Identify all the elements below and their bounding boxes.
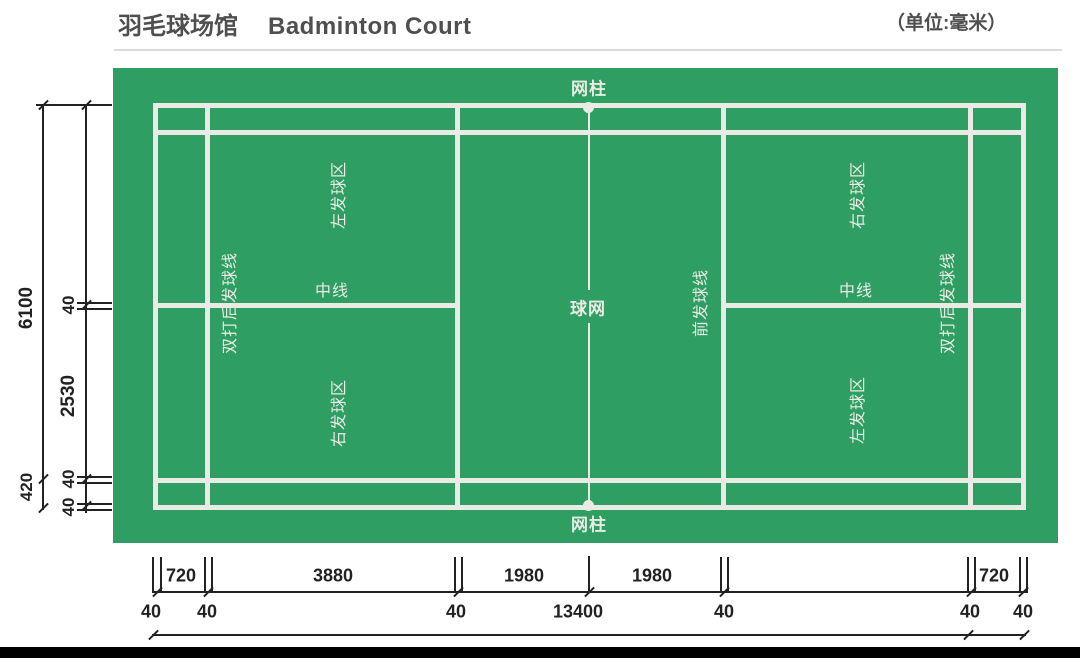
center-line-right <box>721 303 1026 308</box>
net-line-upper <box>588 110 590 290</box>
bottom-ext <box>152 557 154 593</box>
center-line-left <box>153 303 460 308</box>
doubles-long-service-label-right: 双打后发球线 <box>940 251 957 355</box>
bottom-ext <box>974 557 976 593</box>
dim-left-centerline-width: 40 <box>59 295 78 315</box>
dim-left-half-inner: 2530 <box>58 374 79 418</box>
doubles-long-service-label-left: 双打后发球线 <box>222 251 239 355</box>
bottom-ext <box>454 557 456 593</box>
left-dim-ext-low2-a <box>77 503 112 505</box>
dim-bottom-front-court-left: 1980 <box>503 565 545 586</box>
service-area-label-lower-right: 左发球区 <box>850 375 867 445</box>
dim-bottom-back-alley-right: 720 <box>978 565 1010 586</box>
bottom-total-line <box>152 634 1026 636</box>
net-post-label-top: 网柱 <box>571 79 607 99</box>
center-line-label-left: 中线 <box>314 283 350 300</box>
dim-bottom-line-width-1: 40 <box>140 601 162 622</box>
service-area-label-upper-right: 右发球区 <box>850 160 867 230</box>
bottom-ext <box>1019 557 1021 593</box>
left-dim-ext-low1-b <box>77 482 112 484</box>
short-service-label: 前发球线 <box>693 268 710 338</box>
net-line-lower <box>588 323 590 503</box>
bottom-ext <box>1026 557 1028 593</box>
unit-note: （单位:毫米） <box>886 13 1007 34</box>
left-dim-line-outer <box>42 104 44 510</box>
center-line-label-right: 中线 <box>838 283 874 300</box>
left-dim-ext-low2-b <box>77 509 112 511</box>
bottom-ext <box>204 557 206 593</box>
dim-bottom-total: 13400 <box>552 601 604 622</box>
net-post-dot-bottom <box>583 500 594 511</box>
dim-bottom-line-width-3: 40 <box>445 601 467 622</box>
dim-bottom-rear-court-left: 3880 <box>312 565 354 586</box>
bottom-ext <box>727 557 729 593</box>
header-divider <box>114 49 1062 51</box>
left-dim-ext-mid-a <box>77 302 112 304</box>
dim-left-side-alley: 420 <box>17 472 36 502</box>
dim-bottom-line-width-4: 40 <box>713 601 735 622</box>
service-area-label-lower-left: 右发球区 <box>331 378 348 448</box>
dim-bottom-back-alley-left: 720 <box>165 565 197 586</box>
dim-bottom-front-court-right: 1980 <box>631 565 673 586</box>
left-dim-ext-mid-b <box>77 308 112 310</box>
net-post-label-bottom: 网柱 <box>571 515 607 535</box>
bottom-ext <box>461 557 463 593</box>
dim-left-total: 6100 <box>16 286 37 330</box>
dim-bottom-line-width-5: 40 <box>959 601 981 622</box>
dim-bottom-line-width-6: 40 <box>1012 601 1034 622</box>
net-label: 球网 <box>570 299 606 319</box>
left-dim-ext-low1-a <box>77 476 112 478</box>
left-dim-ext-top <box>36 104 112 106</box>
bottom-ext <box>160 557 162 593</box>
bottom-ext-net <box>588 556 590 593</box>
dim-left-line-width-3: 40 <box>59 497 78 517</box>
page-title-en: Badminton Court <box>268 13 472 40</box>
dim-left-line-width-2: 40 <box>59 469 78 489</box>
page-title: 羽毛球场馆 Badminton Court <box>118 6 471 41</box>
bottom-ext <box>967 557 969 593</box>
service-area-label-upper-left: 左发球区 <box>331 160 348 230</box>
page-title-zh: 羽毛球场馆 <box>118 13 238 40</box>
bottom-ext <box>720 557 722 593</box>
footer-bar <box>0 647 1080 658</box>
net-post-dot-top <box>583 102 594 113</box>
bottom-ext <box>211 557 213 593</box>
dim-bottom-line-width-2: 40 <box>196 601 218 622</box>
